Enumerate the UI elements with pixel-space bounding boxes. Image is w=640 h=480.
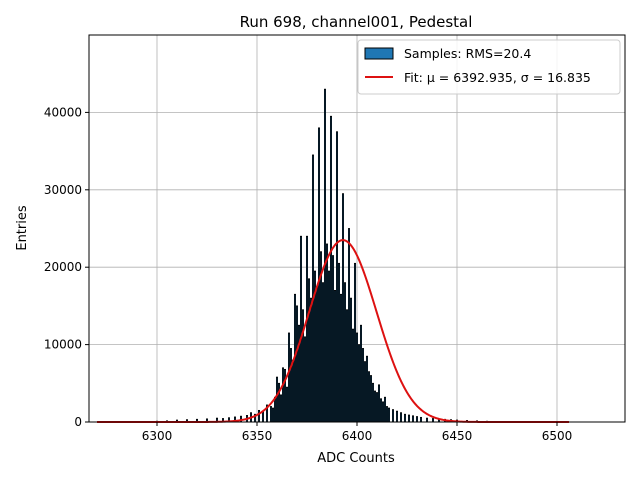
histogram-bar [295, 305, 298, 423]
histogram-bar [291, 359, 294, 423]
x-tick-label: 6500 [542, 429, 573, 443]
histogram-bar [369, 375, 372, 423]
histogram-bar [407, 414, 410, 423]
histogram-bar [333, 290, 336, 423]
histogram-bar [285, 386, 288, 423]
histogram-bar [365, 355, 368, 423]
histogram-bar [335, 131, 338, 423]
histogram-bar [415, 416, 418, 423]
histogram-bar [299, 235, 302, 423]
histogram-bar [327, 270, 330, 423]
histogram-bar [367, 371, 370, 423]
histogram-bar [375, 392, 378, 423]
histogram-bar [315, 286, 318, 423]
histogram-bar [303, 336, 306, 423]
histogram-bar [391, 409, 394, 423]
y-tick-label: 0 [74, 415, 82, 429]
histogram-bar [385, 406, 388, 423]
histogram-bar [301, 309, 304, 423]
histogram-bar [269, 406, 272, 423]
histogram-bar [341, 193, 344, 423]
histogram-bar [309, 297, 312, 423]
histogram-bar [337, 262, 340, 423]
histogram-bar [371, 382, 374, 423]
histogram-bar [359, 324, 362, 423]
histogram-bar [373, 390, 376, 423]
histogram-bar [277, 382, 280, 423]
histogram-bar [363, 361, 366, 423]
histogram-bar [383, 396, 386, 423]
histogram-bar [273, 396, 276, 423]
y-tick-label: 10000 [44, 338, 82, 352]
x-tick-label: 6350 [242, 429, 273, 443]
histogram-bar [345, 309, 348, 423]
histogram-bar [339, 293, 342, 423]
x-tick-label: 6400 [342, 429, 373, 443]
x-axis-label: ADC Counts [317, 451, 395, 466]
histogram-bar [261, 411, 264, 423]
histogram-bar [271, 407, 274, 423]
histogram-bar [419, 416, 422, 423]
histogram-bar [431, 418, 434, 423]
y-axis-label: Entries [15, 205, 30, 251]
y-tick-label: 30000 [44, 183, 82, 197]
histogram-bar [257, 409, 260, 423]
histogram-bar [325, 243, 328, 423]
histogram-bar [381, 401, 384, 423]
histogram-bar [349, 297, 352, 423]
x-axis-ticks: 6300 6350 6400 6450 6500 [142, 422, 573, 443]
histogram-bar [323, 88, 326, 423]
histogram-bar [403, 413, 406, 423]
histogram-bar [331, 255, 334, 423]
histogram-bar [343, 282, 346, 423]
legend-samples-label: Samples: RMS=20.4 [404, 46, 531, 61]
x-tick-label: 6300 [142, 429, 173, 443]
histogram-bar [317, 127, 320, 423]
histogram-bar [305, 235, 308, 423]
histogram-bar [279, 394, 282, 423]
histogram-bar [361, 348, 364, 423]
histogram-bar [395, 410, 398, 423]
histogram-bar [387, 407, 390, 423]
histogram-bar [275, 376, 278, 423]
legend-box [357, 39, 621, 95]
histogram-bar [289, 348, 292, 423]
x-tick-label: 6450 [442, 429, 473, 443]
histogram-bar [357, 344, 360, 423]
histogram-bar [347, 228, 350, 423]
chart-title: Run 698, channel001, Pedestal [240, 13, 473, 31]
histogram-bar [355, 332, 358, 423]
histogram-bar [377, 384, 380, 423]
histogram-bar [353, 262, 356, 423]
legend: Samples: RMS=20.4 Fit: μ = 6392.935, σ =… [357, 39, 621, 95]
histogram-bar [329, 115, 332, 423]
histogram-bar [311, 154, 314, 423]
histogram-bar [287, 332, 290, 423]
histogram-bar [379, 398, 382, 423]
histogram-bar [351, 328, 354, 423]
legend-fit-label: Fit: μ = 6392.935, σ = 16.835 [404, 70, 591, 85]
y-tick-label: 20000 [44, 260, 82, 274]
histogram-bar [321, 282, 324, 423]
histogram-bar [425, 417, 428, 423]
y-tick-label: 40000 [44, 105, 82, 119]
histogram-bar [411, 415, 414, 423]
legend-samples-swatch [364, 47, 394, 60]
histogram-bar [399, 412, 402, 423]
histogram-bar [281, 367, 284, 423]
histogram-bar [307, 278, 310, 423]
y-axis-ticks: 0 10000 20000 30000 40000 [44, 105, 89, 429]
